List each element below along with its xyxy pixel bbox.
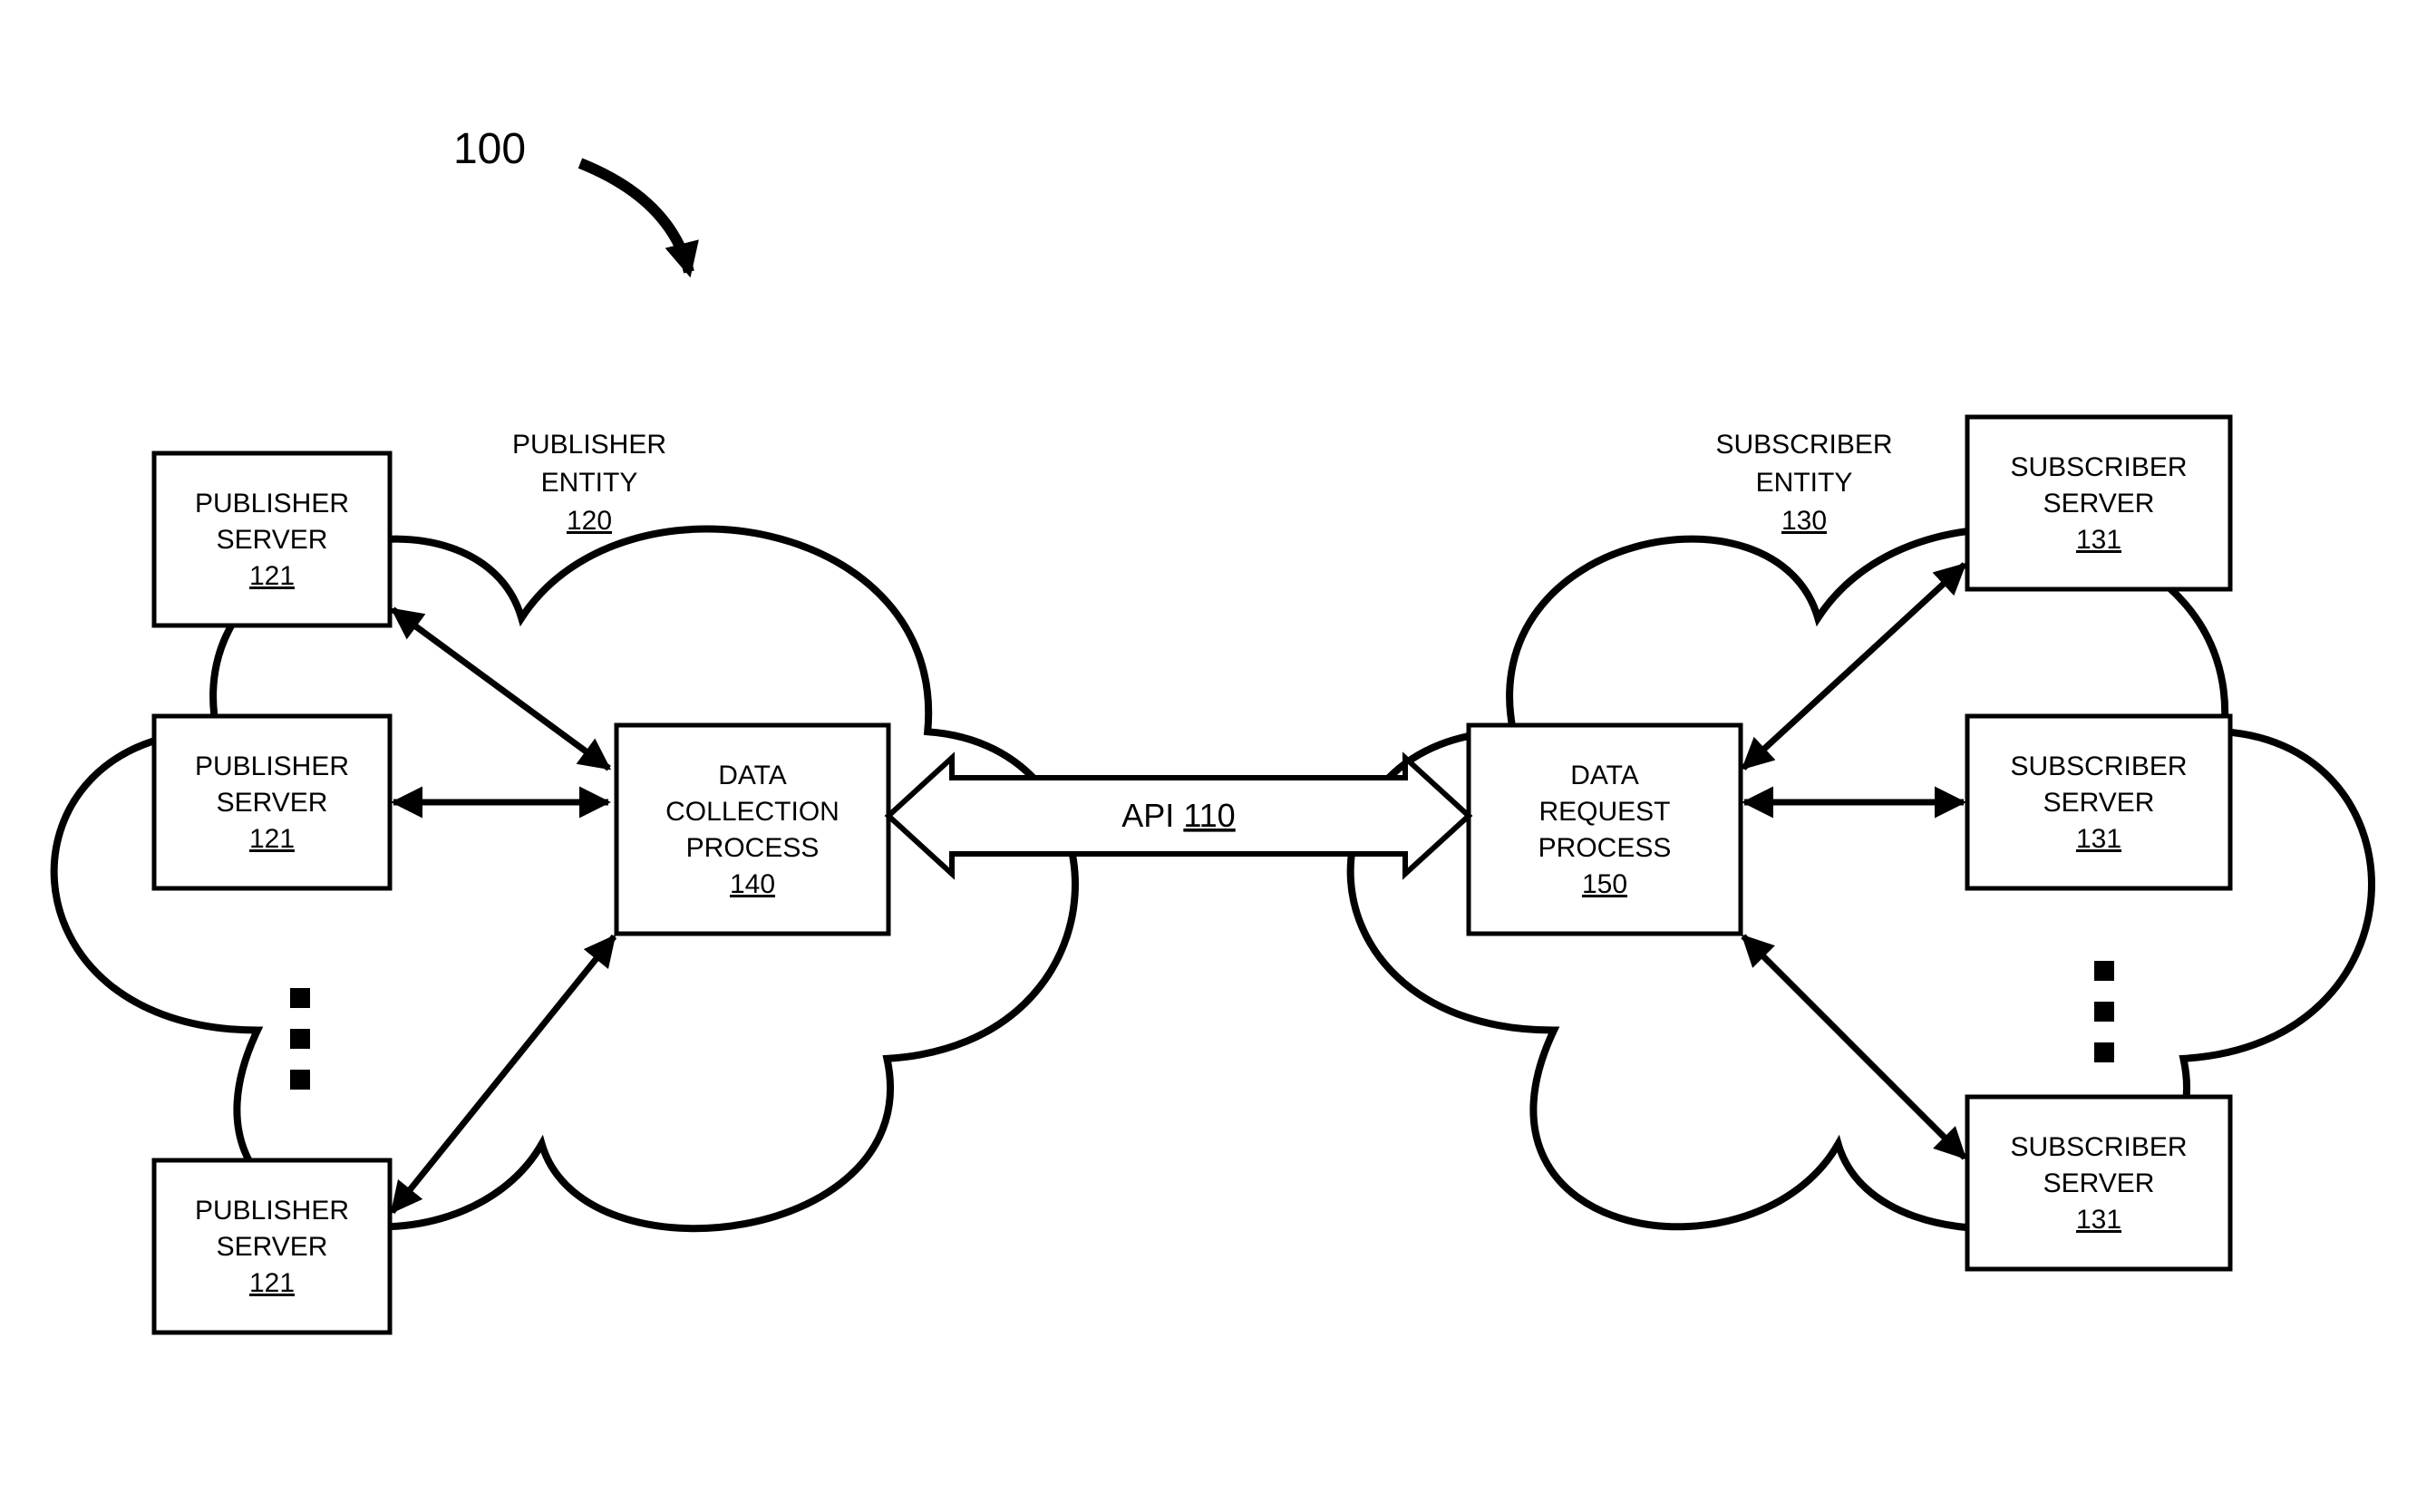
sub-server-1-line-0: SUBSCRIBER [2010,452,2187,482]
dots-right [2094,961,2114,1062]
sub-server-2-line-0: SUBSCRIBER [2010,751,2187,781]
publisher-cloud-label-0: PUBLISHER [512,430,666,460]
data-request-line-0: DATA [1570,761,1639,790]
pub-server-3-line-0: PUBLISHER [195,1196,349,1226]
publisher-cloud-ref: 120 [567,506,612,536]
sub-server-1-ref: 131 [2076,525,2121,555]
data-collection [616,725,888,934]
data-collection-ref: 140 [730,869,775,899]
subscriber-cloud-label-1: ENTITY [1756,468,1853,498]
pub-server-2-line-1: SERVER [217,788,328,818]
subscriber-cloud-ref: 130 [1781,506,1827,536]
data-request-ref: 150 [1582,869,1627,899]
api-label: API 110 [1121,797,1235,834]
figure-ref-arrow [580,163,689,272]
data-request [1469,725,1741,934]
sub-server-2-line-1: SERVER [2043,788,2155,818]
dots-left [290,988,310,1090]
data-request-line-1: REQUEST [1538,797,1670,827]
sub-server-3-line-1: SERVER [2043,1168,2155,1198]
sub-server-3-line-0: SUBSCRIBER [2010,1132,2187,1162]
pub-server-1-ref: 121 [249,561,295,591]
pub-server-2-ref: 121 [249,824,295,854]
data-collection-line-2: PROCESS [686,833,820,863]
data-collection-line-0: DATA [718,761,787,790]
pub-server-3-line-1: SERVER [217,1232,328,1262]
data-request-line-2: PROCESS [1538,833,1672,863]
diagram-canvas: 100 PUBLISHER SERVER 121 PUBLISHER SERVER 121 P… [0,0,2436,1512]
pub-server-1-line-0: PUBLISHER [195,489,349,519]
publisher-cloud-label-1: ENTITY [541,468,638,498]
subscriber-cloud-label-0: SUBSCRIBER [1715,430,1892,460]
sub-server-2-ref: 131 [2076,824,2121,854]
pub-server-3-ref: 121 [249,1268,295,1298]
data-collection-line-1: COLLECTION [665,797,839,827]
sub-server-1-line-1: SERVER [2043,489,2155,519]
figure-ref-label: 100 [453,125,526,173]
pub-server-1-line-1: SERVER [217,525,328,555]
sub-server-3-ref: 131 [2076,1205,2121,1235]
pub-server-2-line-0: PUBLISHER [195,751,349,781]
